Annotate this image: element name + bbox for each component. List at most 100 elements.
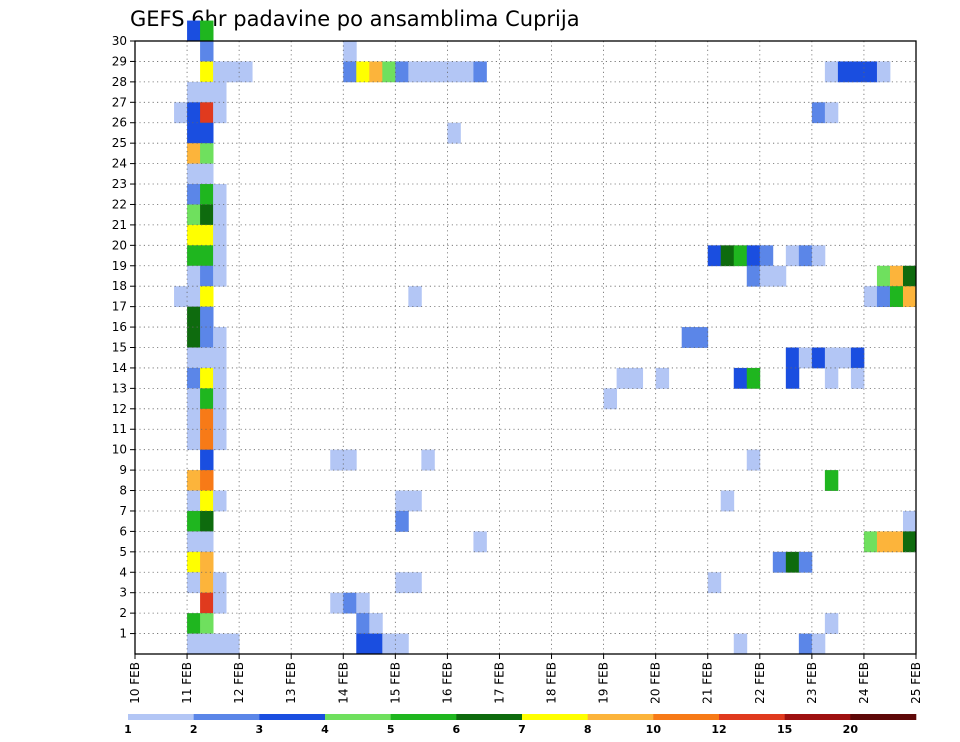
heatmap-cell — [200, 470, 214, 491]
heatmap-cell — [213, 347, 227, 369]
y-tick-label: 21 — [112, 218, 127, 232]
heatmap-cell — [434, 61, 448, 83]
heatmap-cell — [473, 531, 487, 553]
heatmap-cell — [200, 613, 214, 634]
heatmap-cell — [460, 61, 474, 83]
heatmap-cell — [187, 286, 201, 308]
colorbar-swatch — [587, 714, 654, 720]
x-tick-label: 15 FEB — [388, 662, 402, 704]
heatmap-cell — [213, 224, 227, 246]
heatmap-cell — [187, 347, 201, 369]
heatmap-cell — [408, 61, 422, 83]
heatmap-cell — [759, 265, 774, 287]
heatmap-cell — [213, 245, 227, 267]
heatmap-cell — [850, 367, 865, 389]
heatmap-cell — [902, 531, 917, 553]
x-tick-label: 21 FEB — [701, 662, 715, 704]
heatmap-cell — [213, 327, 227, 348]
heatmap-cell — [356, 633, 370, 655]
heatmap-cell — [902, 265, 917, 287]
heatmap-cell — [200, 163, 214, 185]
heatmap-cell — [187, 20, 201, 42]
y-tick-label: 25 — [112, 136, 127, 150]
colorbar-label: 1 — [124, 723, 132, 736]
heatmap-cell — [187, 470, 201, 491]
heatmap-cell — [408, 286, 422, 308]
y-tick-label: 28 — [112, 75, 127, 89]
y-tick-label: 8 — [119, 484, 127, 498]
y-tick-label: 16 — [112, 320, 127, 334]
heatmap-cell — [395, 61, 409, 83]
heatmap-cells — [174, 20, 917, 655]
colorbar-label: 5 — [387, 723, 395, 736]
heatmap-cell — [200, 20, 214, 42]
heatmap-cell — [837, 347, 852, 369]
heatmap-cell — [213, 408, 227, 430]
heatmap-cell — [837, 61, 852, 83]
heatmap-cell — [876, 61, 891, 83]
heatmap-cell — [382, 633, 396, 655]
heatmap-cell — [746, 265, 761, 287]
heatmap-cell — [200, 143, 214, 164]
x-tick-label: 12 FEB — [232, 662, 246, 704]
heatmap-cell — [200, 347, 214, 369]
heatmap-cell — [395, 633, 409, 655]
heatmap-cell — [200, 41, 214, 62]
heatmap-cell — [824, 613, 839, 634]
heatmap-cell — [356, 61, 370, 83]
heatmap-cell — [798, 551, 813, 573]
heatmap-cell — [811, 245, 826, 267]
y-tick-label: 2 — [119, 606, 127, 620]
heatmap-cell — [200, 551, 214, 573]
heatmap-cell — [707, 572, 722, 594]
colorbar-swatch — [850, 714, 917, 720]
heatmap-cell — [785, 367, 800, 389]
y-tick-label: 19 — [112, 259, 127, 273]
heatmap-cell — [200, 306, 214, 328]
colorbar-label: 6 — [453, 723, 461, 736]
heatmap-cell — [187, 143, 201, 164]
colorbar-swatch — [325, 714, 391, 720]
y-tick-label: 23 — [112, 177, 127, 191]
colorbar-swatch — [390, 714, 457, 720]
y-tick-label: 24 — [112, 157, 127, 171]
heatmap-cell — [694, 327, 709, 348]
heatmap-cell — [811, 347, 826, 369]
heatmap-cell — [213, 633, 227, 655]
x-tick-label: 13 FEB — [284, 662, 298, 704]
heatmap-cell — [187, 81, 201, 103]
x-tick-label: 24 FEB — [857, 662, 871, 704]
heatmap-cell — [369, 633, 383, 655]
colorbar-swatch — [653, 714, 720, 720]
heatmap-cell — [200, 367, 214, 389]
heatmap-cell — [213, 592, 227, 614]
heatmap-cell — [213, 572, 227, 594]
heatmap-cell — [200, 245, 214, 267]
colorbar-swatch — [456, 714, 523, 720]
y-tick-label: 9 — [119, 463, 127, 477]
heatmap-cell — [759, 245, 774, 267]
heatmap-cell — [343, 61, 357, 83]
heatmap-cell — [798, 245, 813, 267]
heatmap-cell — [200, 265, 214, 287]
heatmap-cell — [213, 204, 227, 226]
heatmap-cell — [200, 408, 214, 430]
heatmap-cell — [902, 286, 917, 308]
heatmap-cell — [187, 204, 201, 226]
heatmap-cell — [382, 61, 396, 83]
x-tick-label: 11 FEB — [180, 662, 194, 704]
colorbar-label: 4 — [321, 723, 329, 736]
heatmap-cell — [824, 61, 839, 83]
heatmap-cell — [421, 449, 435, 471]
heatmap-cell — [889, 531, 904, 553]
x-axis: 10 FEB 11 FEB 12 FEB 13 FEB 14 FEB 15 FEB 16 F… — [128, 654, 923, 704]
heatmap-cell — [356, 613, 370, 634]
heatmap-cell — [187, 551, 201, 573]
heatmap-cell — [863, 61, 878, 83]
heatmap-cell — [889, 286, 904, 308]
heatmap-cell — [174, 286, 188, 308]
heatmap-cell — [772, 551, 787, 573]
colorbar-label: 15 — [777, 723, 792, 736]
heatmap-cell — [187, 429, 201, 451]
heatmap-cell — [200, 388, 214, 410]
